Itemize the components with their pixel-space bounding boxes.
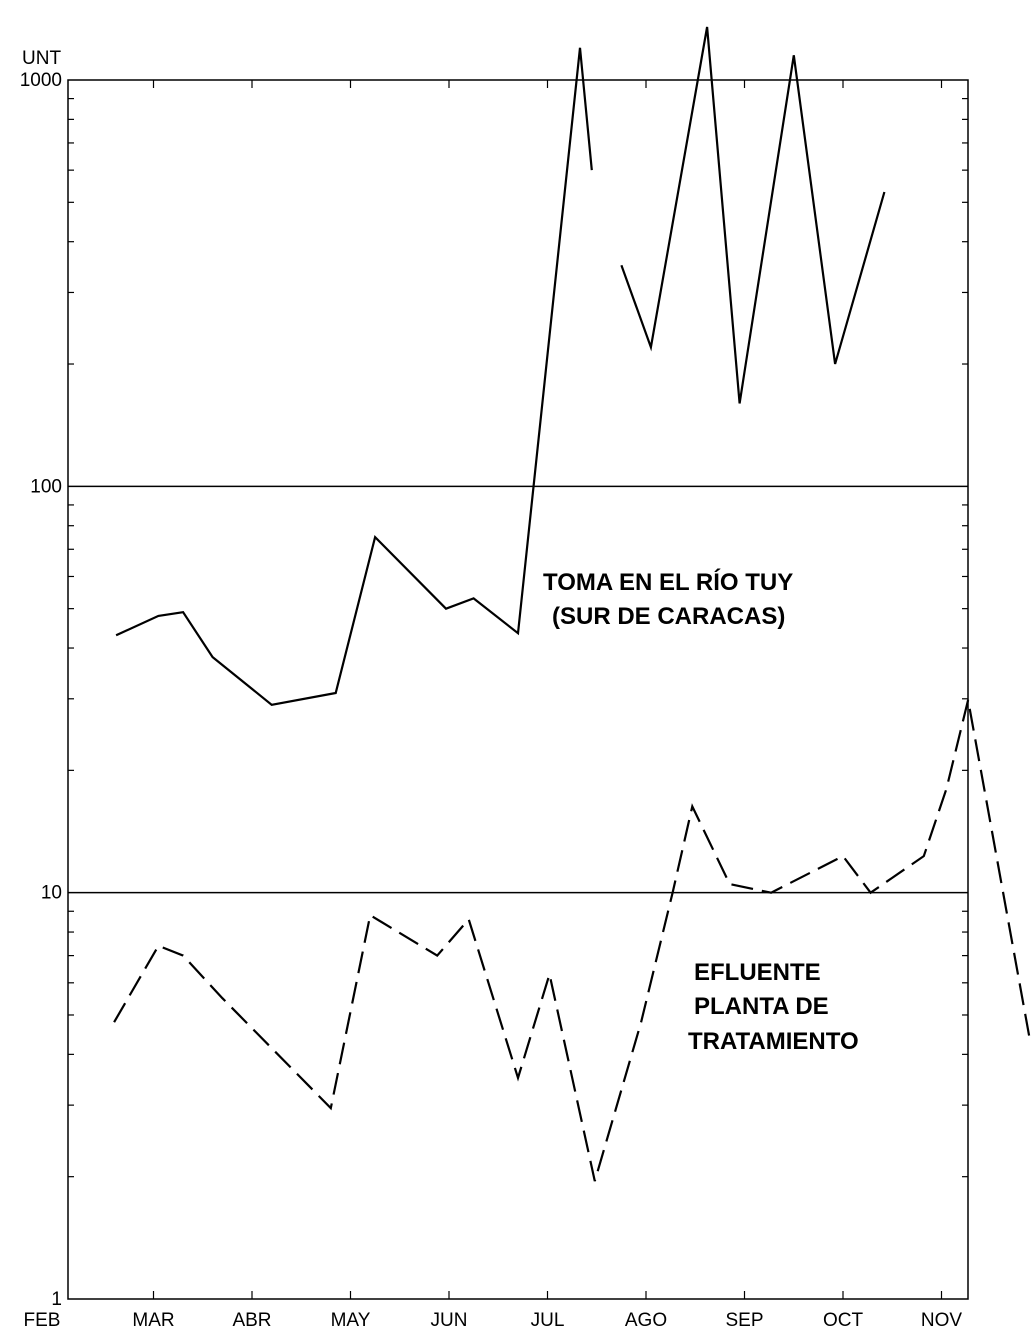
axis-labels: UNT 1 10 100 1000 FEB MAR ABR MAY JUN JUL AGO SEP OC…	[20, 48, 963, 1331]
x-tick-label: SEP	[725, 1310, 763, 1331]
annotation-rio_tuy: TOMA EN EL RÍO TUY	[543, 568, 793, 596]
x-tick-label: MAR	[132, 1310, 174, 1331]
y-tick-label: 10	[41, 883, 62, 904]
annotation-efluente: TRATAMIENTO	[688, 1028, 859, 1055]
annotation-efluente: PLANTA DE	[694, 993, 829, 1020]
x-tick-label: JUN	[431, 1310, 468, 1331]
axis-ticks	[68, 80, 968, 1299]
series-line-rio_tuy	[620, 26, 886, 404]
series-line-efluente	[113, 699, 1032, 1182]
y-tick-label: 1000	[20, 70, 62, 91]
annotation-rio_tuy: (SUR DE CARACAS)	[552, 603, 785, 630]
y-tick-label: 1	[51, 1289, 62, 1310]
gridlines	[68, 485, 968, 894]
x-tick-label: JUL	[531, 1310, 565, 1331]
x-tick-label: NOV	[921, 1310, 963, 1331]
x-tick-label: AGO	[625, 1310, 667, 1331]
x-tick-label: MAY	[331, 1310, 371, 1331]
y-tick-label: 100	[30, 476, 62, 497]
x-tick-label: ABR	[232, 1310, 271, 1331]
x-tick-label: OCT	[823, 1310, 864, 1331]
x-tick-label: FEB	[24, 1310, 61, 1331]
series-line-rio_tuy	[115, 47, 593, 706]
series-lines	[113, 26, 1032, 1182]
plot-frame	[67, 79, 969, 1300]
annotations: TOMA EN EL RÍO TUY (SUR DE CARACAS) EFLUEN…	[543, 568, 859, 1055]
y-axis-unit-label: UNT	[22, 48, 61, 69]
annotation-efluente: EFLUENTE	[694, 959, 821, 986]
